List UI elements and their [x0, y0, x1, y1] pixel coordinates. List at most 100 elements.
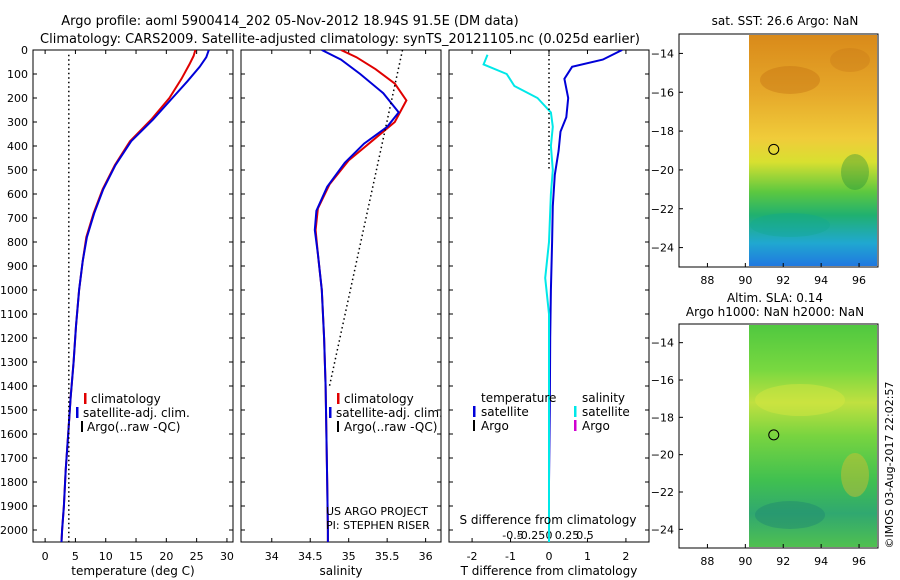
- temperature-curves: [60, 50, 210, 542]
- depth-tick-label: 500: [7, 164, 28, 177]
- depth-tick-label: 100: [7, 68, 28, 81]
- map-y-tick-label: −16: [651, 86, 674, 99]
- legend-label-climatology: climatology: [91, 392, 161, 406]
- legend-swatch-s-argo: [574, 420, 577, 431]
- map-y-tick-label: −20: [651, 449, 674, 462]
- map-y-tick-label: −16: [651, 374, 674, 387]
- project-credit: US ARGO PROJECT: [326, 505, 428, 518]
- depth-tick-label: 1700: [0, 452, 28, 465]
- legend-swatch-s-satellite: [574, 406, 577, 417]
- x-tick-label: 2: [622, 550, 629, 563]
- salinity-legend: climatology satellite-adj. clim. Argo(..…: [329, 392, 443, 434]
- depth-axis: 0 100 200 300 400 500 600 700 800 900 1000 1100 1200…: [0, 44, 649, 537]
- s-diff-tick-label: 0.25: [555, 529, 580, 542]
- x-tick-label: 1: [584, 550, 591, 563]
- x-tick-label: 0: [546, 550, 553, 563]
- s-difference-label: S difference from climatology: [460, 513, 637, 527]
- depth-tick-label: 1000: [0, 284, 28, 297]
- x-axes: 0 5 10 15 20 25 30 34 34.5 35 35.5 36 -2 -1 0 1 2 -0.5-0.…: [42, 50, 629, 563]
- series-salinity-satellite: [482, 54, 554, 542]
- map-x-tick-label: 92: [776, 274, 790, 287]
- x-tick-label: 35: [342, 550, 356, 563]
- map-y-tick-label: −22: [651, 203, 674, 216]
- legend-label-s-argo: Argo: [582, 419, 610, 433]
- map-y-tick-label: −18: [651, 125, 674, 138]
- map-x-tick-label: 92: [776, 555, 790, 568]
- legend-label-climatology: climatology: [344, 392, 414, 406]
- legend-label-t-satellite: satellite: [481, 405, 529, 419]
- legend-title-salinity: salinity: [582, 391, 625, 405]
- depth-tick-label: 0: [21, 44, 28, 57]
- difference-xlabel: T difference from climatology: [460, 564, 638, 578]
- s-diff-tick-label: 0.5: [576, 529, 594, 542]
- map-y-tick-label: −18: [651, 411, 674, 424]
- depth-tick-label: 2000: [0, 524, 28, 537]
- x-tick-label: 20: [159, 550, 173, 563]
- legend-swatch-climatology: [337, 393, 340, 404]
- depth-tick-label: 1300: [0, 356, 28, 369]
- map-y-tick-label: −14: [651, 47, 674, 60]
- legend-label-t-argo: Argo: [481, 419, 509, 433]
- map-x-tick-label: 96: [852, 555, 866, 568]
- legend-label-s-satellite: satellite: [582, 405, 630, 419]
- temperature-xlabel: temperature (deg C): [71, 564, 194, 578]
- legend-label-argo: Argo(..raw -QC): [344, 420, 437, 434]
- temperature-legend: climatology satellite-adj. clim. Argo(..…: [76, 392, 190, 434]
- sst-field: [749, 35, 877, 266]
- depth-tick-label: 1800: [0, 476, 28, 489]
- depth-tick-label: 1400: [0, 380, 28, 393]
- legend-swatch-argo: [81, 421, 83, 432]
- legend-label-satellite: satellite-adj. clim.: [336, 406, 443, 420]
- difference-curves: [482, 50, 623, 542]
- depth-tick-label: 1600: [0, 428, 28, 441]
- legend-swatch-climatology: [84, 393, 87, 404]
- depth-tick-label: 1100: [0, 308, 28, 321]
- map-x-tick-label: 94: [814, 555, 828, 568]
- map-x-tick-label: 96: [852, 274, 866, 287]
- legend-title-temperature: temperature: [481, 391, 556, 405]
- sla-float-marker: [768, 429, 780, 441]
- x-tick-label: 5: [72, 550, 79, 563]
- map-y-tick-label: −22: [651, 486, 674, 499]
- map-x-tick-label: 94: [814, 274, 828, 287]
- series-satellite-adj-clim-: [60, 50, 210, 542]
- legend-swatch-t-argo: [473, 420, 475, 431]
- depth-tick-label: 400: [7, 140, 28, 153]
- s-diff-tick-label: -0.25: [517, 529, 545, 542]
- sst-map-title: sat. SST: 26.6 Argo: NaN: [712, 14, 859, 28]
- salinity-xlabel: salinity: [319, 564, 362, 578]
- x-tick-label: 30: [220, 550, 234, 563]
- sst-texture: [750, 48, 870, 237]
- salinity-curves: [313, 50, 408, 542]
- depth-tick-label: 300: [7, 116, 28, 129]
- sla-map-title-1: Altim. SLA: 0.14: [727, 291, 823, 305]
- pi-credit: PI: STEPHEN RISER: [326, 519, 430, 532]
- map-x-tick-label: 90: [738, 555, 752, 568]
- legend-swatch-satellite: [76, 407, 79, 418]
- depth-tick-label: 200: [7, 92, 28, 105]
- series-climatology: [60, 50, 197, 542]
- series-climatology: [314, 50, 408, 542]
- legend-swatch-satellite: [329, 407, 332, 418]
- x-tick-label: 36: [419, 550, 433, 563]
- legend-swatch-argo: [337, 421, 339, 432]
- series-temperature-satellite: [548, 50, 623, 542]
- series-argo-raw-qc-: [328, 50, 404, 387]
- x-tick-label: 10: [99, 550, 113, 563]
- legend-label-satellite: satellite-adj. clim.: [83, 406, 190, 420]
- depth-tick-label: 1200: [0, 332, 28, 345]
- depth-tick-label: 1500: [0, 404, 28, 417]
- difference-legend: temperature satellite Argo salinity sate…: [473, 391, 630, 433]
- legend-swatch-t-satellite: [473, 406, 476, 417]
- map-y-tick-label: −24: [651, 523, 674, 536]
- x-tick-label: 15: [129, 550, 143, 563]
- s-diff-tick-label: -0.5: [502, 529, 523, 542]
- header-line-2: Climatology: CARS2009. Satellite-adjuste…: [40, 32, 640, 47]
- header-line-1: Argo profile: aoml 5900414_202 05-Nov-20…: [61, 14, 518, 29]
- x-tick-label: -2: [467, 550, 478, 563]
- sla-field: [749, 325, 877, 547]
- depth-tick-label: 600: [7, 188, 28, 201]
- temperature-panel-frame: [32, 49, 234, 543]
- sst-map-axes: 88 90 92 94 96 −14 −16 −18 −20 −22 −24: [651, 47, 866, 287]
